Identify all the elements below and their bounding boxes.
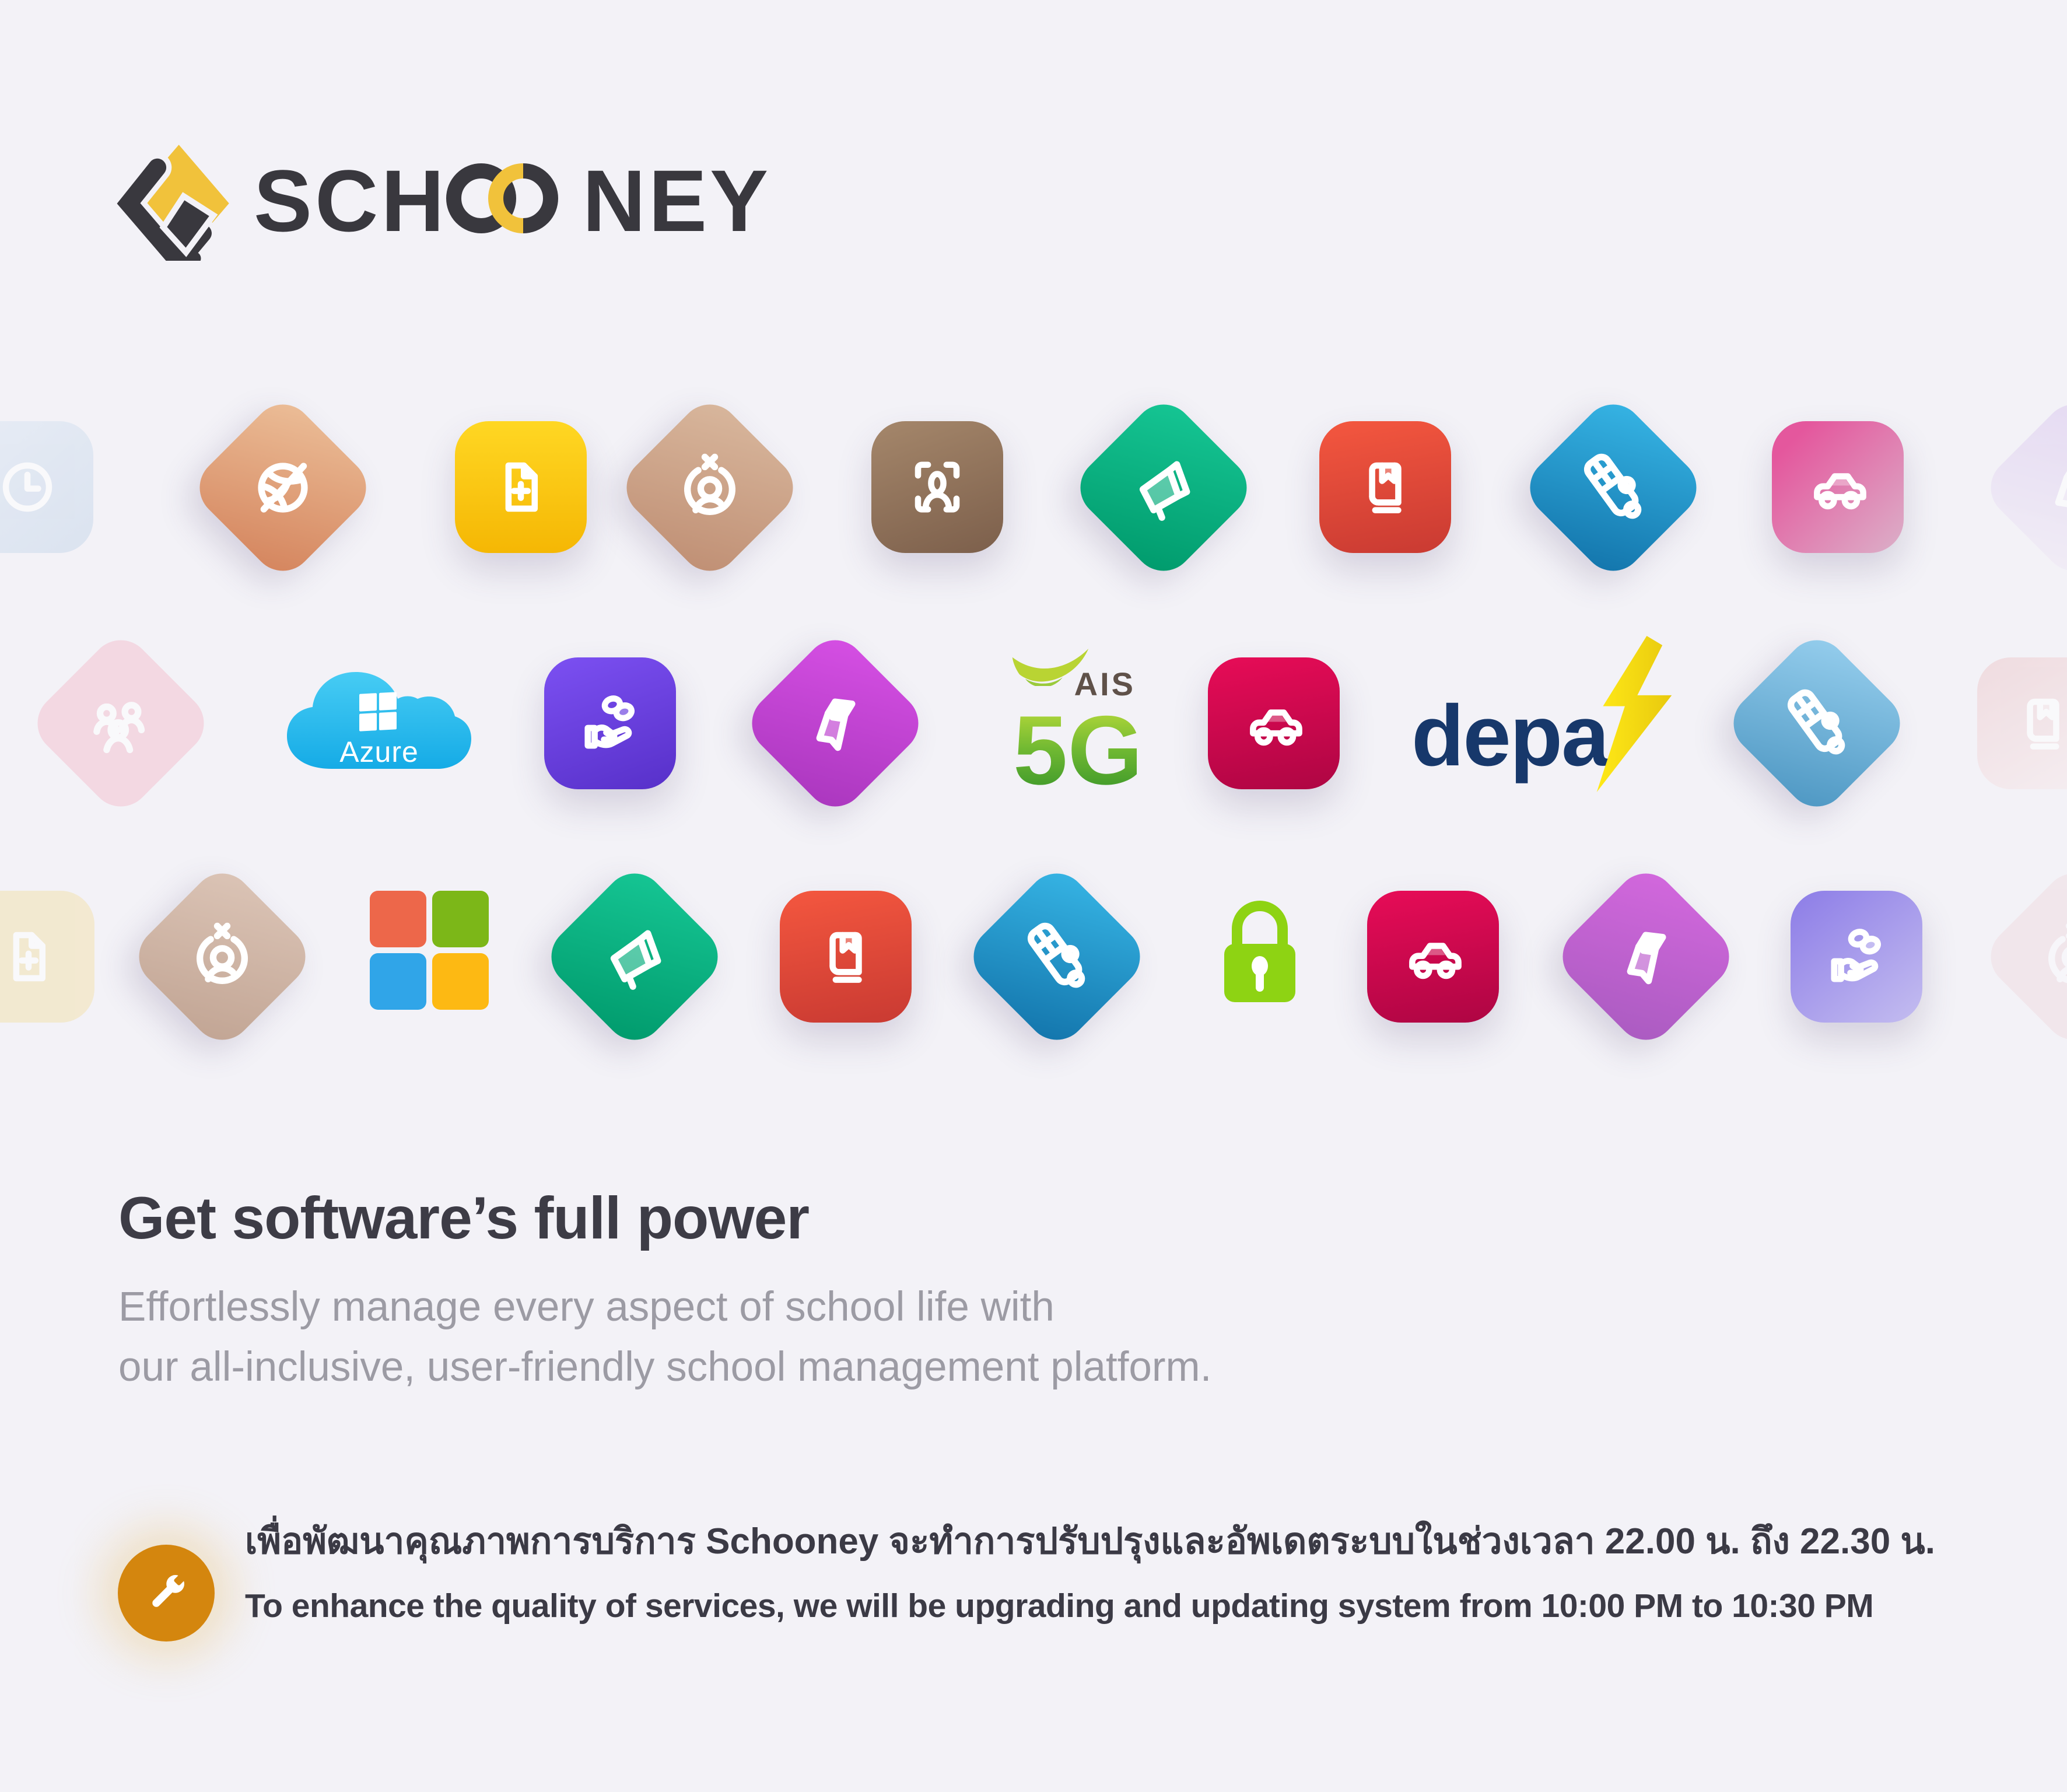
face-scan-icon [871, 421, 1003, 553]
handbook-faded-icon [1977, 657, 2067, 789]
microsoft-logo [370, 891, 489, 1010]
person-profile-icon [126, 860, 318, 1053]
hand-coins-icon [1791, 891, 1922, 1023]
logo-interlocked-oo-icon [446, 163, 558, 233]
school-bus-icon [961, 860, 1153, 1053]
depa-logo: depa [1411, 636, 1678, 802]
azure-label: Azure [339, 736, 419, 768]
page-title: Get software’s full power [118, 1185, 810, 1251]
ais-swoosh-icon [1012, 649, 1089, 686]
microsoft-blue-square [370, 953, 426, 1010]
page-subtitle: Effortlessly manage every aspect of scho… [118, 1278, 1211, 1398]
windows-flag-icon [359, 692, 397, 732]
person-profile-faded-icon [1978, 860, 2067, 1053]
app-logo: SCH NEY [117, 139, 771, 262]
svg-text:5G: 5G [1013, 695, 1137, 803]
open-book-icon [1550, 860, 1742, 1053]
open-book-faded-icon [1978, 391, 2067, 584]
hand-coins-icon [544, 657, 676, 789]
subtitle-line-1: Effortlessly manage every aspect of scho… [118, 1284, 1054, 1330]
maintenance-badge [118, 1545, 215, 1642]
microsoft-yellow-square [432, 953, 489, 1010]
students-group-icon [24, 627, 217, 820]
handbook-icon [1319, 421, 1451, 553]
depa-lightning-icon [1597, 636, 1672, 792]
logo-text-sch: SCH [254, 152, 447, 250]
subtitle-line-2: our all-inclusive, user-friendly school … [118, 1343, 1212, 1390]
clock-icon [0, 421, 93, 553]
ais-label: AIS [1074, 666, 1136, 702]
notice-line-english: To enhance the quality of services, we w… [245, 1587, 1874, 1625]
maintenance-notice: เพื่อพัฒนาคุณภาพการบริการ Schooney จะทำก… [245, 1524, 1995, 1625]
school-bus-icon [1517, 391, 1709, 584]
sports-ball-icon [187, 391, 379, 584]
depa-label: depa [1411, 688, 1609, 784]
ais-5g-logo: AIS 5G [1011, 646, 1139, 810]
car-icon [1772, 421, 1904, 553]
schooney-logo-icon [117, 144, 229, 261]
document-add-icon [455, 421, 587, 553]
wrench-icon [152, 1572, 187, 1607]
open-book-icon [739, 627, 931, 820]
megaphone-icon [538, 860, 731, 1053]
padlock-icon [1224, 901, 1295, 1002]
school-bus-icon [1721, 627, 1913, 820]
microsoft-red-square [370, 891, 426, 947]
logo-text-ney: NEY [582, 152, 772, 250]
person-profile-icon [614, 391, 806, 584]
car-icon [1208, 657, 1340, 789]
azure-logo: Azure [285, 668, 474, 771]
car-icon [1367, 891, 1499, 1023]
logo-wordmark: SCH NEY [254, 157, 771, 244]
document-add-faded-icon [0, 891, 94, 1023]
notice-line-thai: เพื่อพัฒนาคุณภาพการบริการ Schooney จะทำก… [245, 1521, 1936, 1562]
handbook-icon [780, 891, 912, 1023]
microsoft-green-square [432, 891, 489, 947]
megaphone-icon [1067, 391, 1260, 584]
ais-5g-text: 5G [1013, 695, 1137, 803]
